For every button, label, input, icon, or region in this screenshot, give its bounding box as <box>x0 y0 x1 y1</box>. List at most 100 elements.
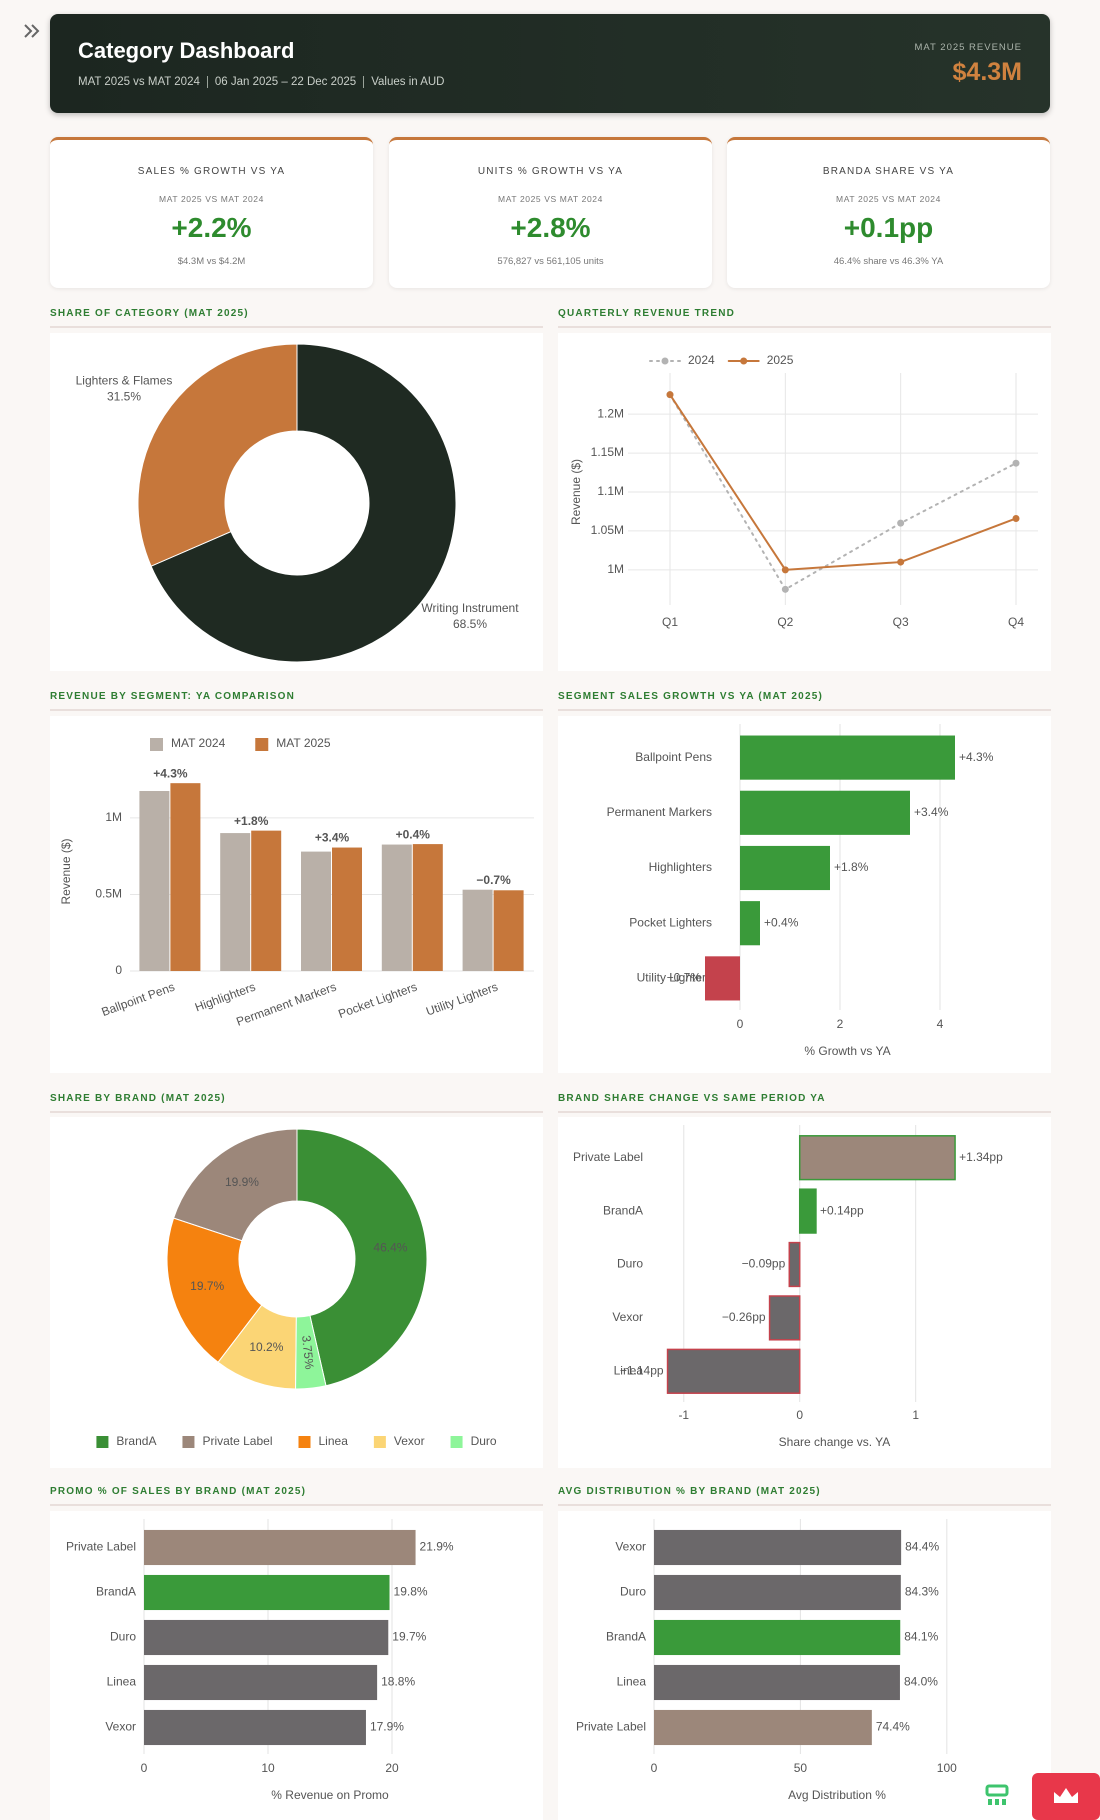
value-label: 19.7% <box>392 1630 426 1644</box>
section-title: AVG DISTRIBUTION % BY BRAND (MAT 2025) <box>558 1481 1051 1506</box>
x-axis-title: % Growth vs YA <box>804 1044 890 1058</box>
legend-label: MAT 2025 <box>276 736 331 750</box>
slice-value: 19.9% <box>225 1175 259 1189</box>
value-label: 84.4% <box>905 1540 939 1554</box>
value-label: −0.26pp <box>722 1310 766 1324</box>
bar <box>144 1709 366 1746</box>
y-tick-label: Vexor <box>105 1720 136 1734</box>
chevron <box>24 24 33 38</box>
bar <box>740 735 955 780</box>
legend-swatch <box>450 1436 463 1448</box>
y-tick-label: BrandA <box>96 1585 136 1599</box>
y-tick-label: 1M <box>607 562 624 576</box>
y-axis-title: Revenue ($) <box>59 838 73 904</box>
bar <box>493 890 524 971</box>
value-label: 18.8% <box>381 1675 415 1689</box>
kpi-card: SALES % GROWTH VS YA MAT 2025 VS MAT 202… <box>50 137 373 288</box>
x-tick-label: 0 <box>651 1761 658 1775</box>
series-point <box>897 558 905 566</box>
value-label: 74.4% <box>876 1720 910 1734</box>
kpi-period: MAT 2025 VS MAT 2024 <box>836 194 941 204</box>
bar <box>220 833 251 971</box>
y-tick-label: Utility Lighters <box>637 971 712 985</box>
slice-value: 19.7% <box>190 1279 224 1293</box>
kpi-value: +2.8% <box>510 212 591 243</box>
bar <box>144 1574 390 1611</box>
x-axis-title: Avg Distribution % <box>788 1788 886 1802</box>
bar-annotation: −0.7% <box>476 873 511 887</box>
legend-marker <box>661 357 669 365</box>
bar <box>740 901 760 946</box>
value-label: 84.1% <box>904 1630 938 1644</box>
bar <box>332 847 362 971</box>
kpi-label: BRANDA SHARE VS YA <box>822 166 955 177</box>
header: Category Dashboard MAT 2025 vs MAT 2024 … <box>50 14 1050 113</box>
bar <box>144 1529 416 1566</box>
legend-marker <box>740 357 748 365</box>
slice-label: Lighters & Flames <box>76 374 173 388</box>
bar <box>654 1709 872 1746</box>
icon-shape <box>985 1784 1009 1797</box>
chart-panel: 0 10 20 % Revenue on Promo Private Label 21.9… <box>50 1511 543 1820</box>
kpi-value: +2.2% <box>171 212 252 243</box>
donut-slice <box>172 1128 298 1242</box>
donut-slice <box>137 343 298 567</box>
x-axis-title: Share change vs. YA <box>779 1435 891 1449</box>
slice-value: 68.5% <box>453 617 487 631</box>
section-title: BRAND SHARE CHANGE VS SAME PERIOD YA <box>558 1088 1051 1113</box>
x-tick-label: 0 <box>737 1017 744 1031</box>
y-tick-label: Linea <box>107 1675 137 1689</box>
header-kpi-value: $4.3M <box>952 58 1022 86</box>
y-tick-label: Private Label <box>576 1720 646 1734</box>
y-tick-label: 1M <box>105 810 122 824</box>
value-label: 84.3% <box>905 1585 939 1599</box>
y-tick-label: Vexor <box>612 1310 643 1324</box>
x-tick-label: Pocket Lighters <box>336 980 419 1021</box>
bar <box>740 845 830 891</box>
app-icon[interactable] <box>975 1772 1019 1816</box>
slice-value: 46.4% <box>373 1241 407 1255</box>
kpi-card: UNITS % GROWTH VS YA MAT 2025 VS MAT 202… <box>389 137 712 288</box>
x-tick-label: Q3 <box>893 615 909 629</box>
y-tick-label: 0 <box>115 963 122 977</box>
legend-label: BrandA <box>116 1434 156 1448</box>
kpi-period: MAT 2025 VS MAT 2024 <box>159 194 264 204</box>
legend-label: Vexor <box>394 1434 425 1448</box>
value-label: −0.09pp <box>742 1257 786 1271</box>
y-tick-label: Private Label <box>66 1540 136 1554</box>
bar <box>462 889 493 971</box>
slice-value: 10.2% <box>249 1340 283 1354</box>
kpi-label: UNITS % GROWTH VS YA <box>477 166 624 177</box>
kpi-note: 46.4% share vs 46.3% YA <box>833 256 944 267</box>
value-label: +1.34pp <box>959 1150 1003 1164</box>
y-axis-title: Revenue ($) <box>569 459 583 525</box>
legend-label: Private Label <box>202 1434 272 1448</box>
x-tick-label: 20 <box>385 1761 399 1775</box>
bar <box>666 1348 801 1394</box>
chart-panel: -1 0 1 Share change vs. YA Private Label +1.3… <box>558 1117 1051 1468</box>
value-label: 84.0% <box>904 1675 938 1689</box>
bar <box>301 851 331 971</box>
bar-annotation: +4.3% <box>153 766 188 780</box>
y-tick-label: Duro <box>110 1630 136 1644</box>
value-label: +4.3% <box>959 750 994 764</box>
x-tick-label: Q4 <box>1008 615 1024 629</box>
kpi-card: BRANDA SHARE VS YA MAT 2025 VS MAT 2024 … <box>727 137 1050 288</box>
x-tick-label: 2 <box>837 1017 844 1031</box>
badge[interactable] <box>1032 1773 1100 1820</box>
y-tick-label: Linea <box>617 1675 647 1689</box>
bar-annotation: +1.8% <box>234 814 269 828</box>
sidebar-toggle[interactable] <box>22 22 42 40</box>
bar-annotation: +3.4% <box>315 831 350 845</box>
value-label: −0.7% <box>667 971 702 985</box>
bar-annotation: +0.4% <box>396 827 431 841</box>
y-tick-label: Highlighters <box>649 860 712 874</box>
x-tick-label: -1 <box>678 1408 689 1422</box>
bar <box>144 1664 378 1701</box>
donut-slice <box>295 1314 327 1390</box>
badge-crown <box>1054 1788 1078 1803</box>
section-title: QUARTERLY REVENUE TREND <box>558 303 1051 328</box>
value-label: +0.14pp <box>820 1203 864 1217</box>
bar <box>144 1619 389 1656</box>
